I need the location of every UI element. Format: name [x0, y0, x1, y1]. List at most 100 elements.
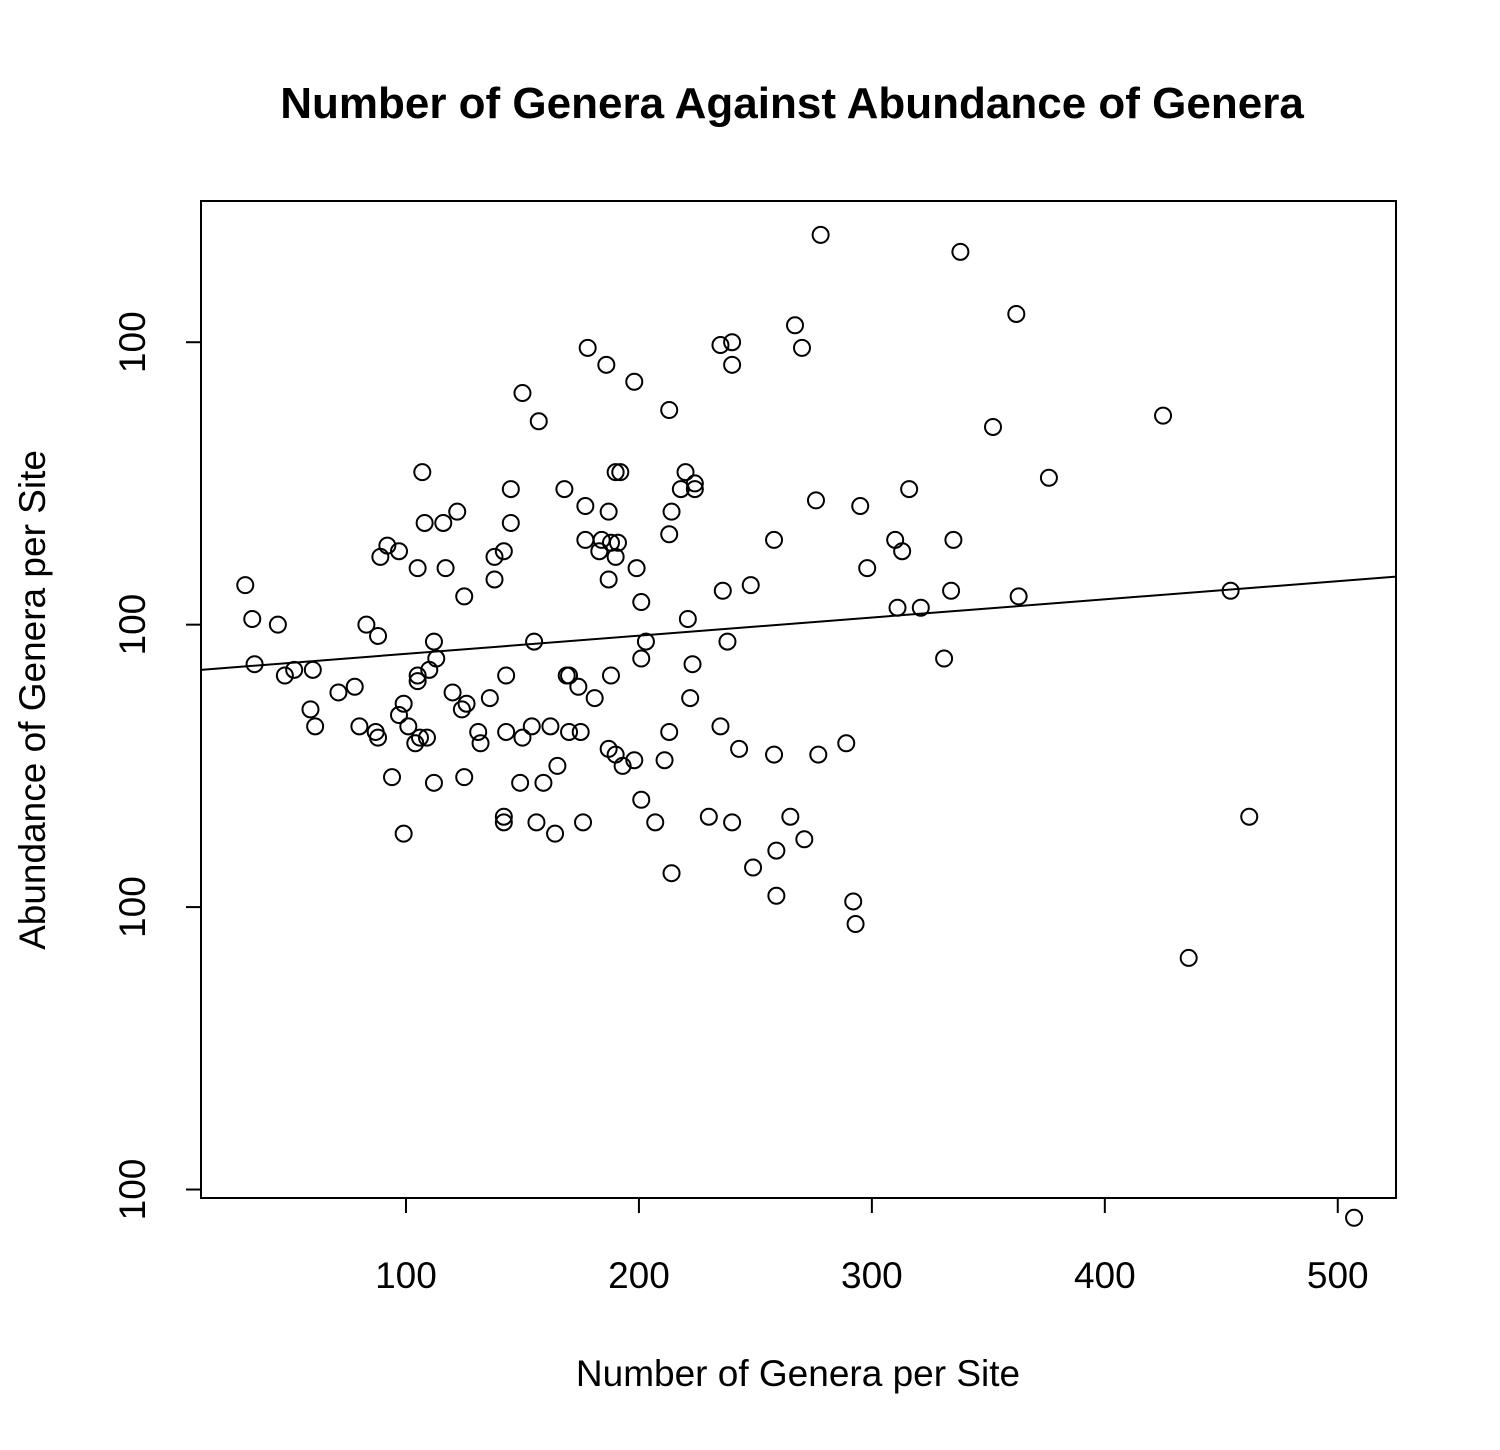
plot-frame	[200, 200, 1397, 1199]
x-tick-label: 200	[608, 1255, 670, 1296]
data-point	[494, 542, 513, 561]
data-point	[511, 773, 530, 792]
data-point	[399, 717, 418, 736]
data-point	[678, 610, 697, 629]
data-point	[578, 338, 597, 357]
data-point	[608, 533, 627, 552]
data-point	[723, 333, 742, 352]
data-point	[632, 649, 651, 668]
data-point	[408, 666, 427, 685]
data-point	[606, 547, 625, 566]
data-point	[574, 813, 593, 832]
data-point	[275, 666, 294, 685]
data-point	[1007, 304, 1026, 323]
data-point	[471, 734, 490, 753]
data-point	[485, 570, 504, 589]
data-point	[1179, 948, 1198, 967]
data-point	[571, 722, 590, 741]
data-point	[417, 728, 436, 747]
data-point	[452, 700, 471, 719]
data-point	[434, 513, 453, 532]
data-point	[806, 491, 825, 510]
data-point	[723, 355, 742, 374]
data-point	[886, 530, 905, 549]
data-point	[713, 581, 732, 600]
y-tick-label: 100	[112, 311, 153, 373]
data-point	[888, 598, 907, 617]
data-point	[236, 576, 255, 595]
data-point	[410, 728, 429, 747]
data-point	[660, 722, 679, 741]
data-points	[236, 225, 1364, 1227]
data-point	[494, 807, 513, 826]
data-point	[636, 632, 655, 651]
data-point	[350, 717, 369, 736]
data-point	[811, 225, 830, 244]
data-point	[699, 807, 718, 826]
data-point	[497, 722, 516, 741]
data-point	[858, 559, 877, 578]
data-point	[378, 536, 397, 555]
data-point	[683, 655, 702, 674]
data-point	[606, 463, 625, 482]
data-point	[744, 858, 763, 877]
data-point	[685, 474, 704, 493]
data-point	[655, 751, 674, 770]
data-point	[522, 717, 541, 736]
data-point	[443, 683, 462, 702]
data-point	[408, 559, 427, 578]
x-tick-label: 100	[375, 1255, 437, 1296]
data-point	[592, 530, 611, 549]
data-point	[369, 626, 388, 645]
data-point	[627, 559, 646, 578]
data-point	[525, 632, 544, 651]
data-point	[406, 734, 425, 753]
data-point	[1240, 807, 1259, 826]
x-tick-label: 400	[1074, 1255, 1136, 1296]
x-tick-label: 500	[1307, 1255, 1369, 1296]
data-point	[371, 547, 390, 566]
data-point	[560, 666, 579, 685]
data-point	[394, 824, 413, 843]
data-point	[448, 502, 467, 521]
data-point	[590, 542, 609, 561]
data-point	[301, 700, 320, 719]
data-point	[390, 542, 409, 561]
data-point	[942, 581, 961, 600]
data-point	[935, 649, 954, 668]
data-point	[345, 677, 364, 696]
data-point	[601, 666, 620, 685]
data-point	[662, 502, 681, 521]
trend-line	[200, 575, 1397, 671]
data-point	[329, 683, 348, 702]
data-point	[893, 542, 912, 561]
data-point	[383, 768, 402, 787]
data-point	[1154, 406, 1173, 425]
data-point	[851, 497, 870, 516]
data-point	[408, 672, 427, 691]
data-point	[303, 660, 322, 679]
data-point	[809, 745, 828, 764]
data-point	[501, 480, 520, 499]
data-point	[485, 547, 504, 566]
y-axis: 100 100 100 100	[112, 311, 202, 1221]
data-point	[723, 813, 742, 832]
x-tick-label: 300	[841, 1255, 903, 1296]
data-point	[548, 756, 567, 775]
data-point	[660, 401, 679, 420]
data-point	[741, 576, 760, 595]
data-point	[685, 480, 704, 499]
data-point	[243, 610, 262, 629]
data-point	[306, 717, 325, 736]
data-point	[625, 372, 644, 391]
data-point	[718, 632, 737, 651]
data-point	[513, 384, 532, 403]
data-point	[632, 593, 651, 612]
data-point	[613, 756, 632, 775]
data-point	[501, 513, 520, 532]
data-point	[285, 660, 304, 679]
data-point	[795, 830, 814, 849]
y-tick-label: 100	[112, 1159, 153, 1221]
data-point	[611, 463, 630, 482]
